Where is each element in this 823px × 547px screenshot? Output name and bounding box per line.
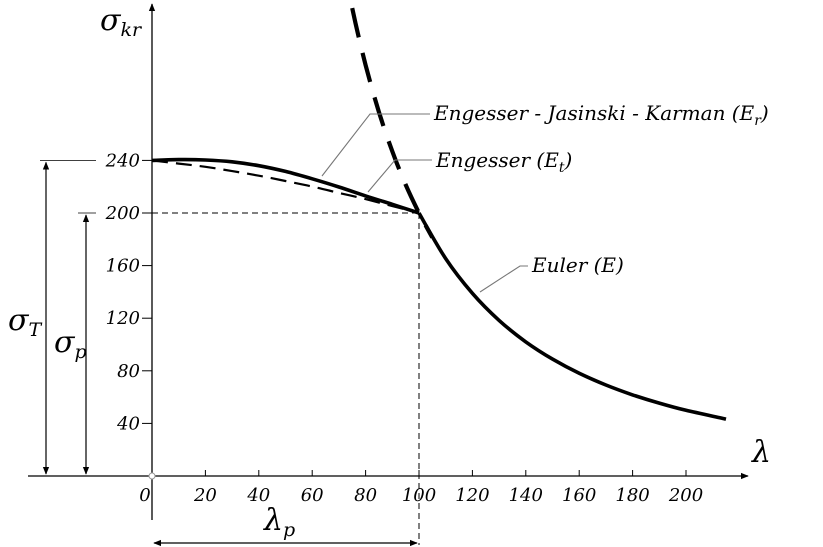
leader-ejk <box>321 113 430 177</box>
series-label-ejk-main: Engesser - Jasinski - Karman (E <box>433 101 755 125</box>
x-tick-label: 60 <box>301 485 324 506</box>
x-axis-label: λ <box>751 435 771 470</box>
sigma-p-label: σp <box>54 325 87 363</box>
y-tick-label: 160 <box>106 256 140 277</box>
lambda-p-sub: p <box>283 519 295 541</box>
series-group <box>151 0 727 421</box>
lambda-p-label: λp <box>263 503 295 541</box>
x-tick-label: 20 <box>193 485 217 506</box>
sigma-p-main: σ <box>54 325 76 360</box>
x-axis-ticks: 0 20 40 60 80 100 120 140 160 180 200 <box>139 470 703 506</box>
x-tick-label: 140 <box>509 485 543 506</box>
x-tick-label-origin: 0 <box>139 485 150 506</box>
annotation-leaders <box>321 113 528 293</box>
x-tick-label: 40 <box>246 485 270 506</box>
series-line-1 <box>151 159 420 215</box>
series-label-engesser-sub: t <box>559 160 565 176</box>
series-label-engesser-suffix: ) <box>563 148 572 172</box>
sigma-t-main: σ <box>8 303 30 338</box>
x-tick-label: 160 <box>562 485 596 506</box>
y-axis-label: σkr <box>100 3 143 41</box>
y-tick-label: 80 <box>117 361 140 382</box>
origin-marker <box>148 472 156 480</box>
series-label-euler: Euler (E) <box>531 253 624 277</box>
series-line-0 <box>151 157 420 215</box>
y-tick-label: 120 <box>106 308 140 329</box>
series-label-ejk: Engesser - Jasinski - Karman (Er) <box>433 101 769 129</box>
series-label-engesser: Engesser (Et) <box>435 148 572 176</box>
x-tick-label: 120 <box>455 485 489 506</box>
series-label-engesser-main: Engesser (E <box>435 148 559 172</box>
x-tick-label: 180 <box>615 485 649 506</box>
sigma-t-label: σT <box>8 303 42 341</box>
leader-euler <box>479 265 528 293</box>
dimension-arrows <box>42 161 418 547</box>
series-label-ejk-sub: r <box>754 113 762 129</box>
lambda-p-main: λ <box>263 503 283 538</box>
y-axis-label-sub: kr <box>120 19 143 41</box>
y-axis-ticks: 40 80 120 160 200 240 <box>105 150 152 434</box>
series-label-ejk-suffix: ) <box>760 101 769 125</box>
series-line-2 <box>417 212 727 421</box>
y-tick-label: 240 <box>105 150 140 171</box>
y-tick-label: 40 <box>116 413 140 434</box>
sigma-p-sub: p <box>74 341 86 363</box>
x-tick-label: 200 <box>668 485 703 506</box>
sigma-t-sub: T <box>28 319 42 341</box>
series-line-3 <box>348 0 435 239</box>
y-axis-label-main: σ <box>100 3 122 38</box>
reference-lines <box>40 159 420 545</box>
y-tick-label: 200 <box>105 203 140 224</box>
x-tick-label: 80 <box>354 485 377 506</box>
leader-engesser <box>367 159 432 193</box>
